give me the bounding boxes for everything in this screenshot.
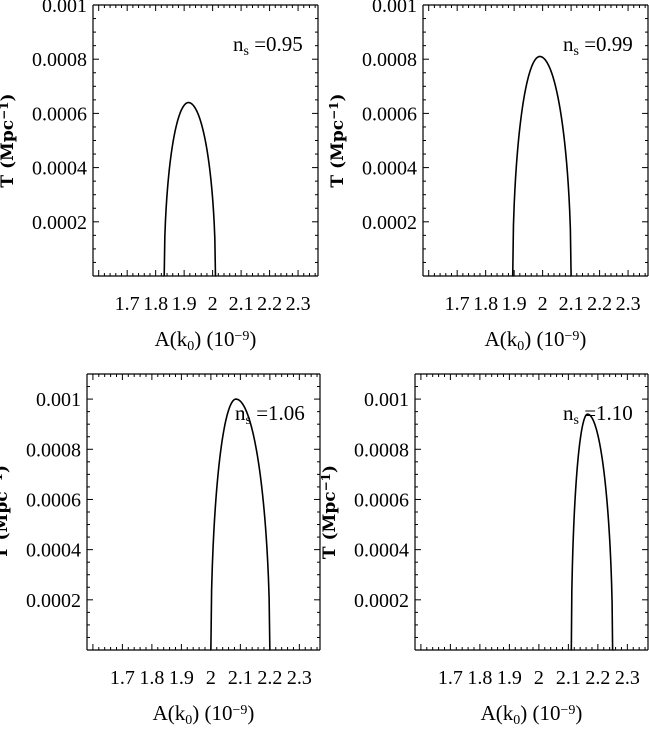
series-curve (210, 398, 271, 651)
x-tick-label: 2 (206, 667, 216, 689)
ns-annotation: ns =1.10 (563, 401, 633, 428)
x-tick-label: 1.8 (143, 293, 168, 315)
series-curve (163, 101, 217, 277)
x-tick-label: 2.2 (585, 667, 610, 689)
y-tick-label: 0.0008 (32, 49, 87, 71)
y-tick-label: 0.0004 (354, 540, 409, 562)
x-tick-label: 1.7 (445, 293, 470, 315)
y-tick-label: 0.001 (372, 0, 417, 17)
x-tick-label: 1.8 (139, 667, 164, 689)
y-tick-label: 0.0002 (26, 590, 81, 612)
x-axis-label: A(k0) (10−9) (153, 701, 255, 728)
panel-4: 1.7 1.8 1.9 2 2.1 2.2 2.3 0.0002 0.0004 0.0006 0.0… (319, 373, 649, 728)
y-axis-label: T (Mpc−1) (0, 93, 18, 187)
y-tick-label: 0.001 (42, 0, 87, 17)
x-tick-label: 2.1 (228, 667, 253, 689)
x-tick-label: 2 (208, 293, 218, 315)
x-tick-label: 1.7 (438, 667, 463, 689)
x-tick-label: 1.7 (110, 667, 135, 689)
series-curve (511, 55, 572, 277)
ns-annotation: ns =1.06 (235, 401, 305, 428)
y-tick-label: 0.0006 (354, 489, 409, 511)
x-tick-label: 2.3 (615, 667, 640, 689)
ns-annotation: ns =0.99 (563, 32, 633, 59)
x-tick-label: 1.8 (473, 293, 498, 315)
x-tick-label: 1.9 (172, 293, 197, 315)
y-tick-label: 0.0002 (354, 590, 409, 612)
x-tick-label: 1.8 (467, 667, 492, 689)
x-tick-label: 2.1 (559, 293, 584, 315)
series-curve (570, 413, 614, 651)
y-tick-label: 0.0004 (32, 158, 87, 180)
x-axis-label: A(k0) (10−9) (485, 327, 587, 354)
x-tick-label: 2 (538, 293, 548, 315)
x-tick-label: 1.9 (502, 293, 527, 315)
x-tick-label: 2.3 (286, 293, 311, 315)
y-tick-label: 0.001 (36, 389, 81, 411)
y-tick-label: 0.0006 (26, 489, 81, 511)
x-tick-label: 2.3 (287, 667, 312, 689)
x-tick-label: 2.1 (229, 293, 254, 315)
y-tick-label: 0.0008 (362, 49, 417, 71)
y-axis-label: T (Mpc−1) (0, 465, 12, 559)
y-axis-label: T (Mpc−1) (319, 465, 340, 559)
x-axis-label: A(k0) (10−9) (481, 701, 583, 728)
x-tick-label: 1.9 (169, 667, 194, 689)
x-tick-label: 2.2 (587, 293, 612, 315)
x-tick-label: 2 (534, 667, 544, 689)
y-tick-label: 0.0004 (362, 158, 417, 180)
y-axis-label: T (Mpc−1) (327, 93, 348, 187)
y-tick-label: 0.0002 (32, 212, 87, 234)
panel-1: 1.7 1.8 1.9 2 2.1 2.2 2.3 0.0002 0.0004 0.0006 0.0… (0, 0, 319, 354)
x-tick-label: 1.7 (115, 293, 140, 315)
x-tick-label: 1.9 (497, 667, 522, 689)
ns-annotation: ns =0.95 (233, 32, 303, 59)
y-tick-label: 0.0004 (26, 540, 81, 562)
y-tick-label: 0.0008 (354, 439, 409, 461)
x-tick-label: 2.1 (556, 667, 581, 689)
panel-2: 1.7 1.8 1.9 2 2.1 2.2 2.3 0.0002 0.0004 0.0006 0.0… (327, 0, 649, 354)
panel-3: 1.7 1.8 1.9 2 2.1 2.2 2.3 0.0002 0.0004 0.0006 0.0… (0, 373, 321, 728)
x-tick-label: 2.3 (616, 293, 641, 315)
y-tick-label: 0.001 (364, 389, 409, 411)
x-tick-label: 2.2 (257, 667, 282, 689)
y-tick-label: 0.0006 (362, 103, 417, 125)
y-tick-label: 0.0008 (26, 439, 81, 461)
x-axis-label: A(k0) (10−9) (155, 327, 257, 354)
x-tick-label: 2.2 (257, 293, 282, 315)
y-tick-label: 0.0002 (362, 212, 417, 234)
y-tick-label: 0.0006 (32, 103, 87, 125)
